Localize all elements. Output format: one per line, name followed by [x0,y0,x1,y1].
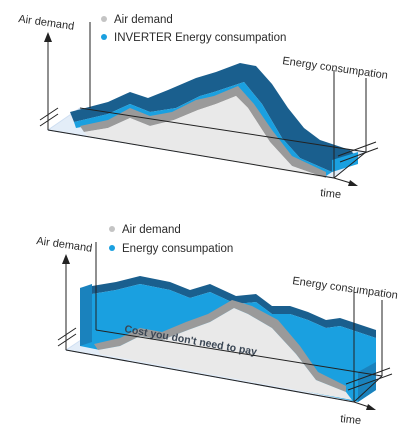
legend-dot-energy [109,245,115,251]
y-axis-label: Air demand [18,13,75,33]
x-axis-label: time [320,187,342,201]
energy-end-cap [358,362,376,402]
energy-end-cap [332,152,358,172]
x-axis-back [79,107,367,153]
diagram-bottom: Cost you don't need to pay Air demand ti… [36,224,398,427]
x-axis [47,129,335,179]
legend-label-air-demand: Air demand [114,14,173,26]
axis-break-right [345,367,393,391]
x-axis-arrow [366,404,376,410]
right-label: Energy consumpation [292,275,398,302]
x-axis-back [95,329,383,377]
legend: Air demand Energy consumpation [109,224,233,255]
legend-dot-air-demand [101,16,107,22]
right-edge-line [333,151,367,179]
legend-label-air-demand: Air demand [122,224,181,236]
axis-break-right [337,141,379,163]
axis-break-left [39,107,59,127]
legend-dot-air-demand [109,226,115,232]
legend: Air demand INVERTER Energy consumpation [101,14,286,44]
x-axis-arrow [348,180,358,186]
y-axis-arrow [62,254,70,264]
air-demand-area [84,96,326,178]
air-demand-shadow [94,300,346,392]
legend-label-energy: INVERTER Energy consumpation [114,32,286,44]
air-demand-shadow [80,86,326,178]
x-axis [65,349,355,403]
diagram-top: Air demand time Energy consumpation Air … [18,13,389,201]
y-axis-label: Air demand [36,235,93,255]
x-axis-label: time [340,413,362,427]
energy-left-face [80,284,92,346]
legend-dot-energy [101,34,107,40]
energy-area-dark [70,63,358,172]
axis-break-left [57,327,77,347]
right-edge-line [353,375,383,403]
right-label: Energy consumpation [282,55,389,82]
legend-label-energy: Energy consumpation [122,243,233,255]
air-demand-area [98,308,352,400]
y-axis-arrow [44,32,52,42]
